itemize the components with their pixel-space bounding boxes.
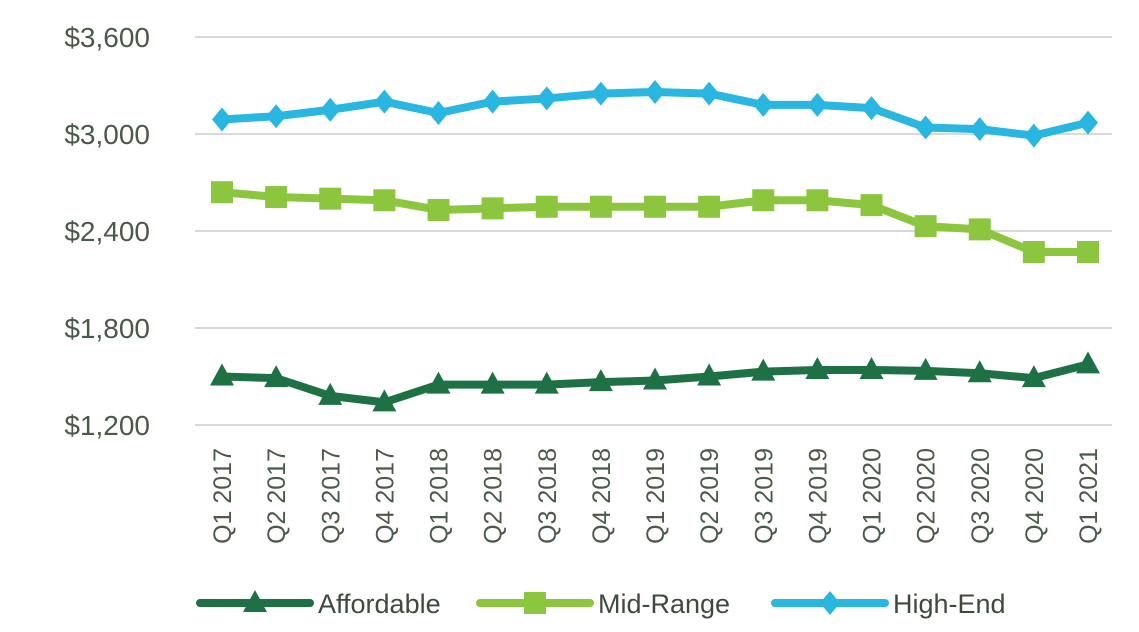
x-tick-label: Q4 2020 [1021, 448, 1049, 544]
data-point-mid-range [914, 215, 937, 238]
data-point-affordable [643, 367, 667, 390]
x-tick-label: Q1 2017 [209, 448, 237, 544]
legend: Affordable Mid-Range High-End [196, 589, 1006, 619]
data-point-affordable [751, 358, 776, 381]
data-point-high-end [320, 97, 341, 122]
x-tick-label: Q4 2018 [588, 448, 616, 544]
legend-item-high-end: High-End [771, 589, 1006, 619]
y-axis: $1,200 $1,800 $2,400 $3,000 $3,600 [64, 22, 150, 441]
x-tick-label: Q4 2019 [804, 448, 832, 544]
x-tick-label: Q3 2018 [534, 448, 562, 544]
data-point-mid-range [319, 187, 342, 210]
legend-marker [820, 591, 840, 615]
data-point-affordable [588, 369, 613, 392]
data-point-high-end [645, 79, 665, 104]
x-tick-label: Q1 2020 [859, 448, 887, 544]
data-point-high-end [374, 89, 395, 114]
data-point-mid-range [806, 189, 829, 212]
x-tick-label: Q1 2019 [642, 448, 670, 544]
data-point-affordable [859, 357, 884, 380]
x-tick-label: Q1 2021 [1075, 448, 1103, 544]
data-point-mid-range [1077, 241, 1099, 264]
data-point-mid-range [860, 194, 883, 217]
legend-marker [524, 592, 546, 614]
data-point-affordable [697, 363, 722, 386]
data-point-affordable [1021, 365, 1046, 388]
data-point-mid-range [589, 195, 612, 218]
data-point-mid-range [535, 195, 558, 218]
data-point-affordable [805, 357, 830, 380]
series-affordable [210, 351, 1100, 412]
x-tick-label: Q2 2019 [696, 448, 724, 544]
y-tick-label: $3,000 [64, 119, 150, 150]
data-point-high-end [212, 107, 232, 132]
x-tick-label: Q4 2017 [371, 448, 399, 544]
y-tick-label: $2,400 [64, 216, 150, 247]
x-tick-label: Q3 2017 [317, 448, 345, 544]
data-point-high-end [428, 100, 449, 125]
data-point-mid-range [373, 189, 396, 212]
data-point-mid-range [427, 198, 450, 221]
legend-label: High-End [893, 589, 1006, 619]
plot-area [210, 79, 1100, 412]
x-axis: Q1 2017 Q2 2017 Q3 2017 Q4 2017 Q1 2018 Q2 20… [209, 448, 1103, 544]
data-point-mid-range [752, 189, 775, 212]
legend-marker [243, 590, 267, 612]
data-point-affordable [480, 371, 505, 394]
data-point-high-end [266, 104, 287, 129]
data-point-affordable [264, 365, 289, 388]
data-point-affordable [1076, 351, 1100, 374]
legend-label: Mid-Range [598, 589, 730, 619]
data-point-high-end [807, 92, 828, 117]
data-point-high-end [699, 81, 720, 106]
data-point-high-end [536, 86, 557, 111]
x-tick-label: Q2 2020 [913, 448, 941, 544]
legend-item-affordable: Affordable [196, 589, 441, 619]
x-tick-label: Q1 2018 [426, 448, 454, 544]
data-point-mid-range [481, 197, 504, 220]
x-tick-label: Q2 2017 [263, 448, 291, 544]
y-tick-label: $3,600 [64, 22, 150, 53]
legend-label: Affordable [318, 589, 441, 619]
data-point-affordable [210, 363, 234, 386]
gridlines [195, 36, 1112, 426]
x-tick-label: Q3 2020 [967, 448, 995, 544]
data-point-mid-range [644, 195, 666, 218]
data-point-high-end [753, 92, 774, 117]
data-point-high-end [482, 89, 503, 114]
series-mid-range [211, 181, 1099, 264]
data-point-high-end [969, 117, 990, 142]
data-point-affordable [534, 371, 559, 394]
x-tick-label: Q3 2019 [750, 448, 778, 544]
data-point-affordable [426, 371, 451, 394]
data-point-high-end [1078, 110, 1098, 135]
data-point-mid-range [211, 181, 233, 204]
data-point-affordable [913, 357, 938, 380]
data-point-affordable [318, 382, 343, 405]
y-tick-label: $1,800 [64, 313, 150, 344]
series-high-end [212, 79, 1098, 148]
data-point-high-end [861, 96, 882, 121]
x-tick-label: Q2 2018 [480, 448, 508, 544]
y-tick-label: $1,200 [64, 410, 150, 441]
data-point-mid-range [1022, 241, 1045, 264]
data-point-high-end [1023, 123, 1044, 148]
data-point-high-end [915, 115, 936, 140]
data-point-mid-range [265, 186, 288, 209]
data-point-affordable [967, 360, 992, 383]
data-point-mid-range [968, 218, 991, 241]
legend-item-mid-range: Mid-Range [476, 589, 730, 619]
data-point-affordable [372, 389, 397, 412]
data-point-mid-range [698, 195, 721, 218]
data-point-high-end [590, 81, 611, 106]
